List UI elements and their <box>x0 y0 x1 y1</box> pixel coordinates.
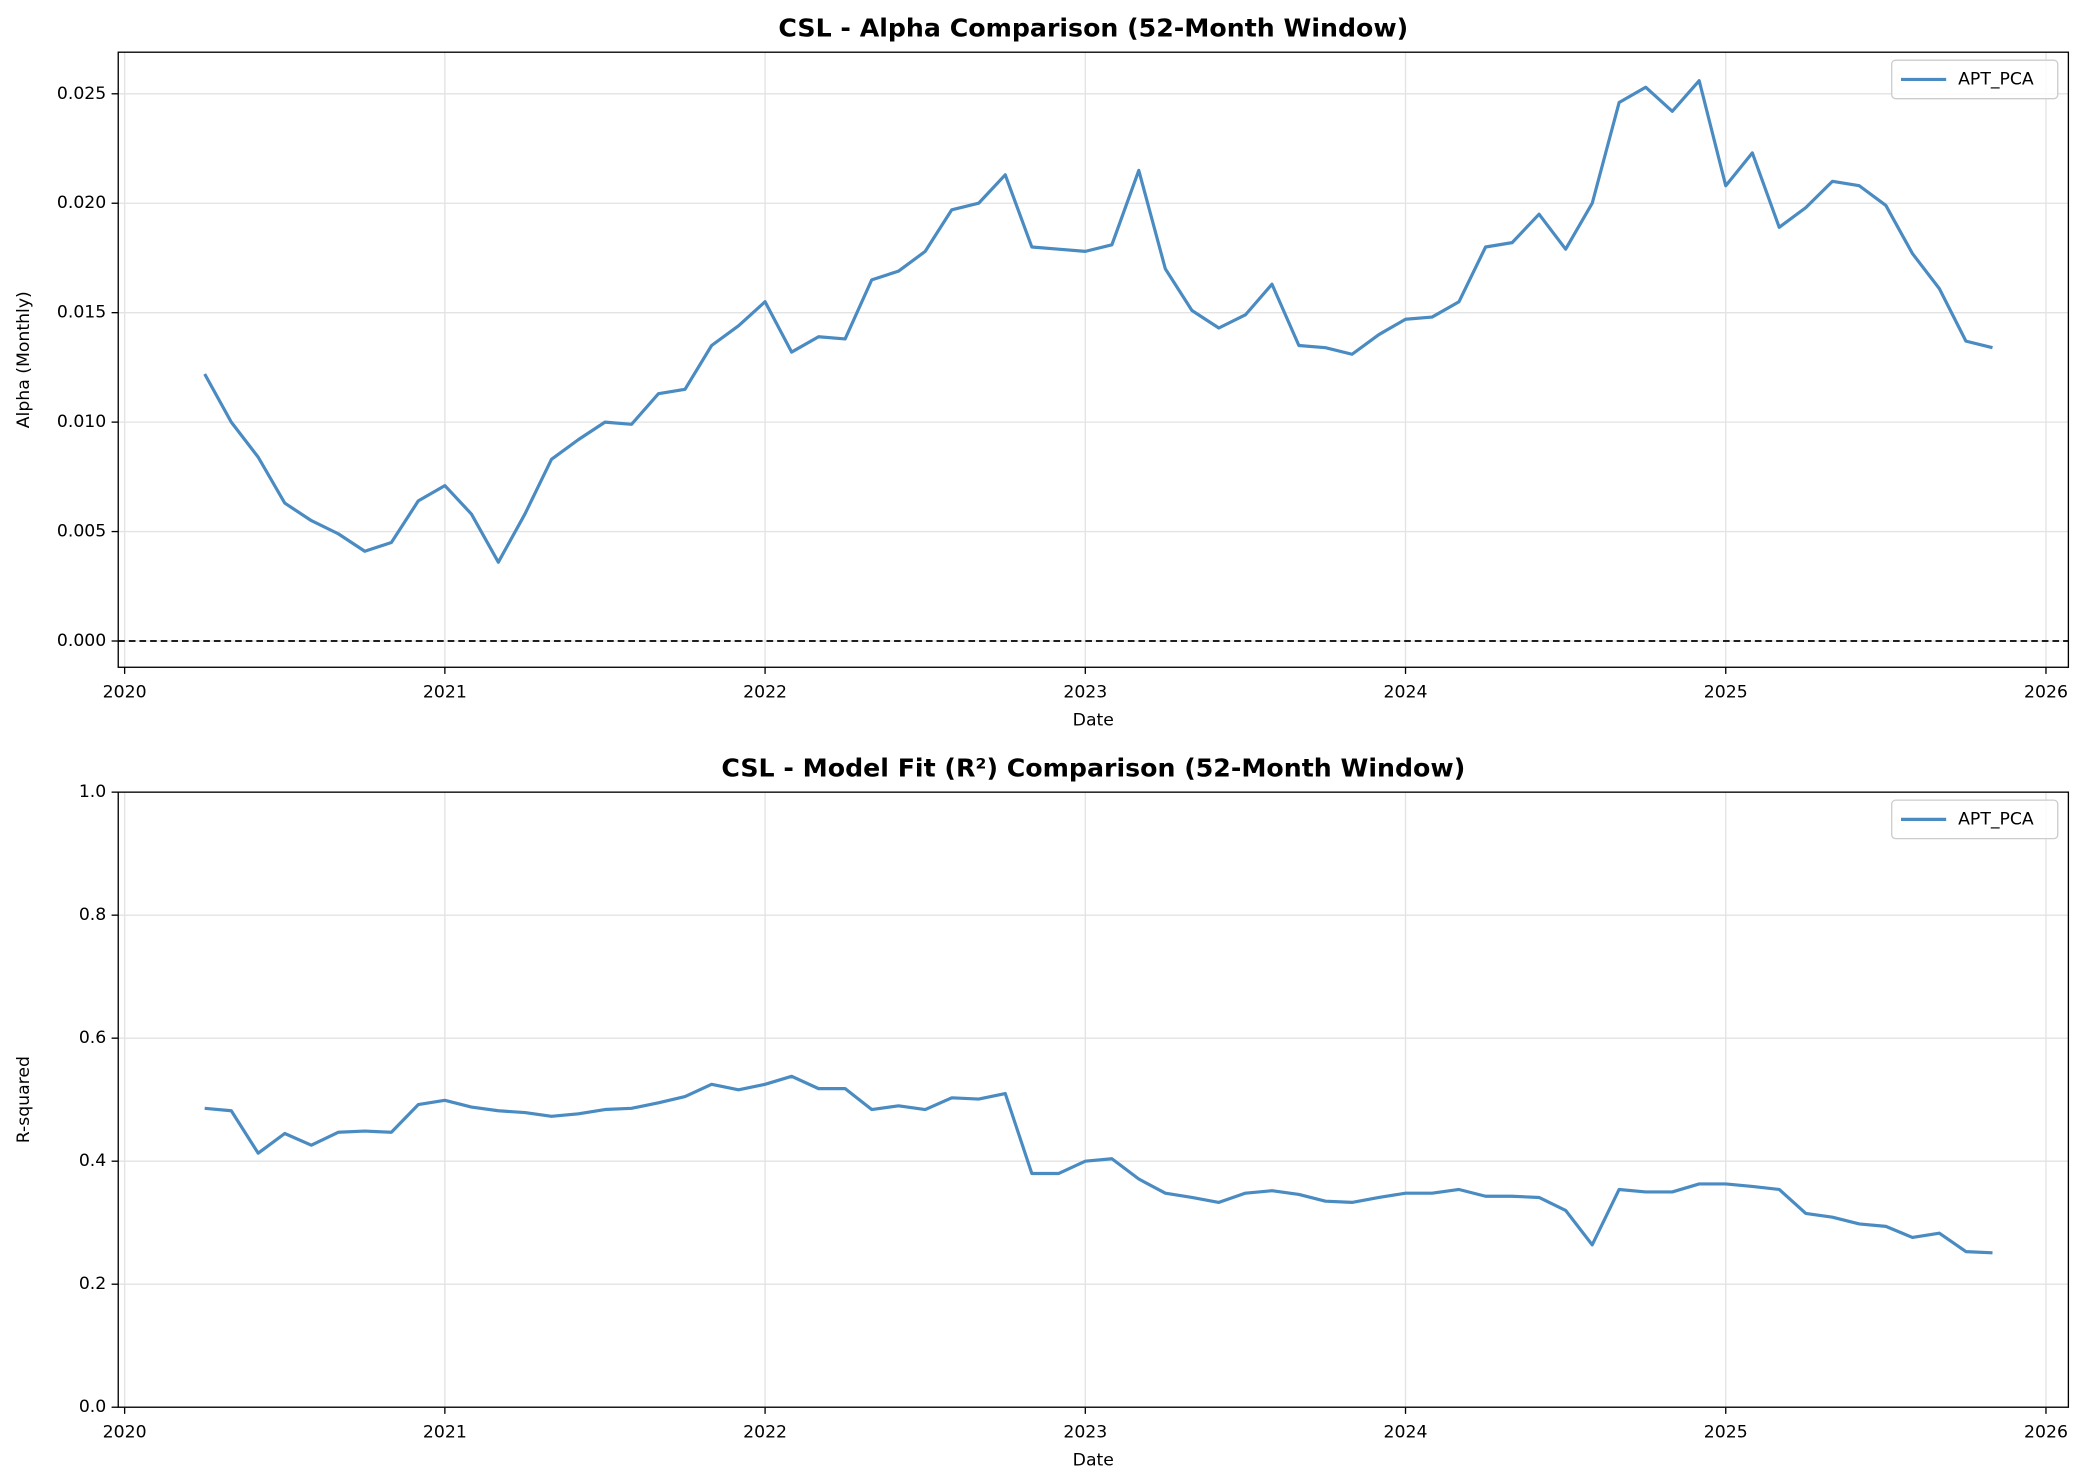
y-tick-label: 0.010 <box>57 412 106 432</box>
y-tick-label: 1.0 <box>79 782 106 802</box>
data-line <box>203 79 1993 564</box>
x-tick-label: 2026 <box>2024 683 2068 703</box>
y-tick-label: 0.2 <box>79 1274 106 1294</box>
x-axis-label: Date <box>1073 710 1114 730</box>
x-tick-label: 2020 <box>103 1422 147 1442</box>
plot-frame <box>117 51 2070 668</box>
x-tick-label: 2025 <box>1704 683 1748 703</box>
x-tick-label: 2024 <box>1384 1422 1428 1442</box>
plot-frame <box>117 791 2070 1408</box>
y-axis-label: Alpha (Monthly) <box>14 291 34 428</box>
data-line <box>204 1074 1993 1255</box>
y-tick-label: 0.0 <box>79 1397 106 1417</box>
x-axis-label: Date <box>1073 1450 1114 1470</box>
x-tick-label: 2023 <box>1063 1422 1107 1442</box>
legend-label: APT_PCA <box>1958 809 2034 829</box>
subplot: CSL - Model Fit (R²) Comparison (52-Mont… <box>14 754 2070 1470</box>
chart-title: CSL - Model Fit (R²) Comparison (52-Mont… <box>721 754 1465 783</box>
x-tick-label: 2021 <box>423 683 467 703</box>
subplot: CSL - Alpha Comparison (52-Month Window)… <box>14 14 2070 730</box>
x-tick-label: 2025 <box>1704 1422 1748 1442</box>
y-tick-label: 0.8 <box>79 905 106 925</box>
x-tick-label: 2021 <box>423 1422 467 1442</box>
x-tick-label: 2024 <box>1384 683 1428 703</box>
y-tick-label: 0.4 <box>79 1151 106 1171</box>
y-tick-label: 0.005 <box>57 522 106 542</box>
y-tick-label: 0.020 <box>57 193 106 213</box>
y-tick-label: 0.6 <box>79 1028 106 1048</box>
y-tick-label: 0.025 <box>57 84 106 104</box>
x-tick-label: 2023 <box>1063 683 1107 703</box>
legend-label: APT_PCA <box>1958 69 2034 89</box>
legend-box <box>1891 799 2059 840</box>
y-tick-label: 0.015 <box>57 303 106 323</box>
x-tick-label: 2020 <box>103 683 147 703</box>
y-tick-label: 0.000 <box>57 631 106 651</box>
x-tick-label: 2026 <box>2024 1422 2068 1442</box>
y-axis-label: R-squared <box>14 1056 34 1143</box>
legend-box <box>1891 59 2059 100</box>
x-tick-label: 2022 <box>743 683 787 703</box>
x-tick-label: 2022 <box>743 1422 787 1442</box>
chart-title: CSL - Alpha Comparison (52-Month Window) <box>778 14 1408 43</box>
